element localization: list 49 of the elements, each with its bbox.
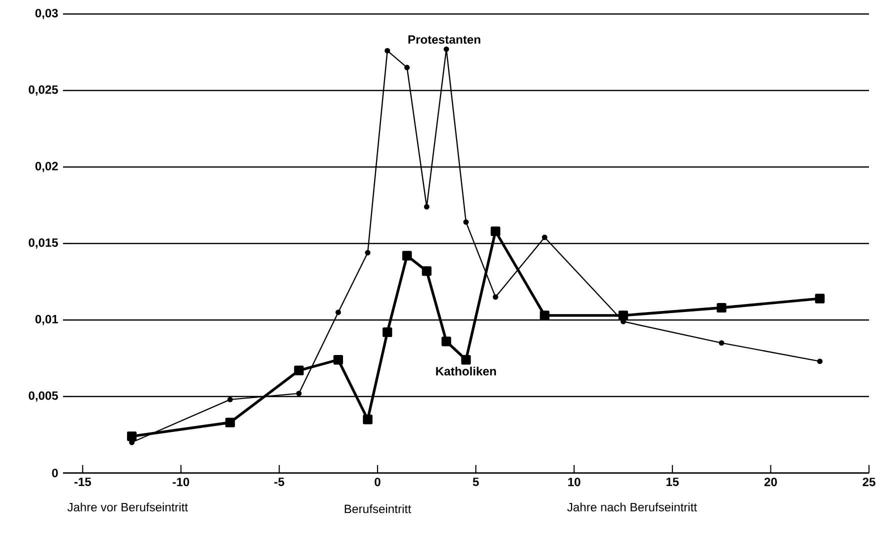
series-label: Katholiken bbox=[436, 366, 496, 376]
x-tick-label: 5 bbox=[472, 478, 479, 486]
point bbox=[333, 354, 344, 365]
point bbox=[461, 354, 471, 365]
y-tick-label: 0,03 bbox=[35, 8, 58, 20]
point bbox=[225, 418, 235, 428]
point bbox=[815, 294, 825, 304]
point bbox=[463, 219, 469, 225]
x-tick-label: 10 bbox=[568, 478, 580, 486]
point bbox=[716, 302, 726, 313]
y-tick-label: 0,025 bbox=[28, 85, 58, 96]
x-tick-label: -10 bbox=[172, 478, 190, 486]
point bbox=[424, 204, 430, 210]
y-tick-label: 0,005 bbox=[28, 391, 58, 402]
point bbox=[294, 366, 304, 376]
point bbox=[542, 234, 548, 240]
point bbox=[127, 431, 137, 442]
point bbox=[442, 336, 452, 346]
point bbox=[402, 250, 412, 261]
x-tick-label: 0 bbox=[374, 478, 380, 486]
y-tick-label: 0,02 bbox=[35, 162, 58, 172]
point bbox=[618, 310, 628, 320]
x-tick-label: -5 bbox=[274, 478, 284, 486]
point bbox=[444, 46, 450, 52]
point bbox=[227, 396, 233, 402]
text: Jahre nach Berufseintritt bbox=[567, 502, 697, 512]
x-tick-label: 20 bbox=[764, 478, 777, 486]
point bbox=[382, 327, 392, 338]
x-axis-title: Berufseintritt bbox=[344, 504, 412, 514]
point bbox=[335, 310, 341, 316]
point bbox=[492, 294, 498, 300]
point bbox=[422, 266, 432, 276]
point bbox=[296, 390, 302, 396]
point bbox=[404, 64, 410, 70]
point bbox=[540, 310, 550, 320]
point bbox=[718, 340, 724, 346]
x-tick-label: 25 bbox=[862, 478, 876, 486]
y-tick-label: 0,01 bbox=[35, 314, 58, 326]
text: Jahre vor Berufseintritt bbox=[68, 502, 188, 512]
point bbox=[817, 358, 823, 364]
series-label: Protestanten bbox=[408, 35, 480, 44]
y-tick-label: 0,015 bbox=[28, 238, 58, 249]
point bbox=[490, 226, 500, 236]
x-tick-label: 15 bbox=[666, 478, 679, 486]
point bbox=[384, 48, 390, 54]
point bbox=[364, 250, 370, 256]
x-tick-label: -15 bbox=[74, 478, 91, 486]
y-tick-label: 0 bbox=[52, 468, 58, 478]
point bbox=[362, 414, 373, 424]
